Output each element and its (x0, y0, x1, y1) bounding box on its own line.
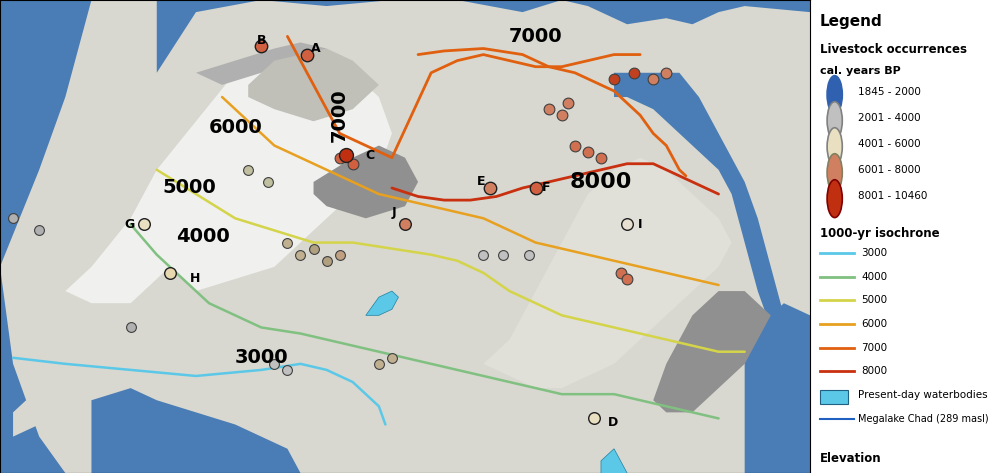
Polygon shape (196, 43, 327, 85)
Text: 1845 - 2000: 1845 - 2000 (858, 87, 920, 97)
Text: 3000: 3000 (234, 348, 288, 367)
Text: H: H (189, 272, 200, 285)
Text: E: E (477, 175, 485, 188)
Text: I: I (638, 218, 642, 231)
Point (136, 220, 152, 228)
Text: F: F (542, 182, 551, 194)
Point (397, 220, 413, 228)
Point (580, 148, 596, 156)
Polygon shape (745, 303, 810, 473)
Text: Present-day waterbodies: Present-day waterbodies (858, 390, 987, 400)
Polygon shape (366, 291, 398, 315)
Point (482, 184, 498, 192)
Point (593, 154, 609, 161)
Text: 3000: 3000 (861, 248, 887, 258)
Point (279, 366, 295, 374)
Point (279, 239, 295, 246)
Point (319, 257, 335, 264)
Text: 4001 - 6000: 4001 - 6000 (858, 139, 920, 149)
Text: Elevation: Elevation (820, 452, 881, 464)
Text: 6001 - 8000: 6001 - 8000 (858, 165, 920, 175)
Point (658, 69, 674, 77)
Point (123, 324, 139, 331)
Point (384, 354, 400, 361)
Point (495, 251, 511, 258)
Polygon shape (0, 0, 91, 473)
Text: A: A (311, 42, 321, 55)
Point (31, 227, 47, 234)
Polygon shape (653, 291, 771, 412)
Point (162, 269, 178, 277)
Point (306, 245, 322, 253)
Text: J: J (392, 206, 397, 219)
Text: D: D (608, 416, 618, 429)
Point (371, 360, 387, 368)
Text: B: B (257, 34, 267, 46)
Text: 6000: 6000 (861, 319, 887, 329)
Point (554, 112, 570, 119)
Polygon shape (0, 0, 810, 473)
Text: 8001 - 10460: 8001 - 10460 (858, 191, 927, 201)
Circle shape (827, 102, 842, 140)
Point (338, 151, 354, 159)
Text: 7000: 7000 (509, 27, 562, 46)
Point (253, 42, 269, 50)
Point (292, 251, 308, 258)
Polygon shape (65, 61, 392, 303)
Point (345, 160, 361, 167)
Point (332, 251, 348, 258)
Circle shape (827, 154, 842, 192)
Polygon shape (314, 146, 418, 219)
Text: 7000: 7000 (330, 88, 349, 142)
Circle shape (827, 76, 842, 114)
Polygon shape (614, 73, 784, 327)
Polygon shape (601, 449, 627, 473)
Polygon shape (248, 49, 379, 121)
Point (606, 75, 622, 83)
Point (541, 105, 557, 113)
Point (266, 360, 282, 368)
Text: 5000: 5000 (163, 178, 216, 198)
Point (260, 178, 276, 186)
Text: 2001 - 4000: 2001 - 4000 (858, 113, 920, 123)
Point (332, 154, 348, 161)
Point (619, 275, 635, 283)
Point (567, 142, 583, 149)
Point (626, 69, 642, 77)
Circle shape (827, 180, 842, 218)
Polygon shape (157, 0, 810, 73)
Polygon shape (91, 388, 300, 473)
FancyBboxPatch shape (820, 390, 848, 404)
Text: 8000: 8000 (570, 172, 632, 192)
Point (645, 75, 661, 83)
Text: cal. years BP: cal. years BP (820, 66, 900, 76)
Point (240, 166, 256, 174)
Text: Legend: Legend (820, 14, 882, 29)
Point (299, 51, 315, 58)
Circle shape (827, 128, 842, 166)
Text: G: G (124, 218, 134, 231)
Point (528, 184, 544, 192)
Text: 6000: 6000 (208, 118, 262, 137)
Text: 7000: 7000 (861, 342, 887, 353)
Text: 4000: 4000 (861, 272, 887, 282)
Polygon shape (13, 267, 196, 437)
Point (475, 251, 491, 258)
Text: 1000-yr isochrone: 1000-yr isochrone (820, 227, 939, 240)
Point (521, 251, 537, 258)
Point (586, 415, 602, 422)
Point (5, 215, 21, 222)
Text: 5000: 5000 (861, 295, 887, 306)
Text: Megalake Chad (289 masl): Megalake Chad (289 masl) (858, 413, 988, 424)
Polygon shape (483, 158, 732, 388)
Point (560, 99, 576, 107)
Point (619, 220, 635, 228)
Text: C: C (366, 149, 375, 162)
Text: Livestock occurrences: Livestock occurrences (820, 43, 966, 55)
Point (613, 269, 629, 277)
Text: 4000: 4000 (176, 227, 229, 246)
Text: 8000: 8000 (861, 366, 887, 377)
